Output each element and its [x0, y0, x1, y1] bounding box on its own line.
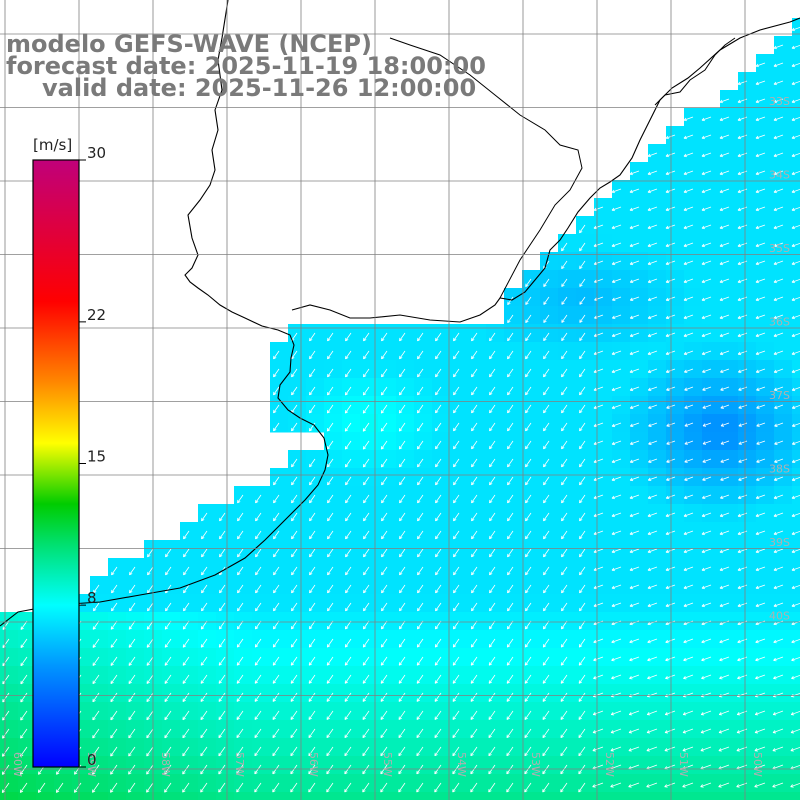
lat-label: 33S [769, 95, 790, 108]
colorbar-tick-label: 8 [87, 589, 97, 607]
river-plate-border [389, 37, 583, 299]
lon-label: 52W [603, 752, 616, 777]
lat-label: 40S [769, 610, 790, 623]
colorbar: [m/s] 30 22 15 8 0 [32, 136, 106, 769]
longitude-labels: 60W 59W 58W 57W 56W 55W 54W 53W 52W 51W 50W [11, 752, 764, 777]
model-title: modelo GEFS-WAVE (NCEP) [6, 30, 372, 58]
lon-label: 60W [11, 752, 24, 777]
colorbar-tick-label: 22 [87, 306, 106, 324]
colorbar-tick-label: 30 [87, 144, 106, 162]
lon-label: 51W [677, 752, 690, 777]
lon-label: 58W [159, 752, 172, 777]
colorbar-ticks: 30 22 15 8 0 [79, 144, 106, 769]
lon-label: 53W [529, 752, 542, 777]
colorbar-gradient [32, 159, 80, 768]
lon-label: 56W [307, 752, 320, 777]
lon-label: 59W [85, 752, 98, 777]
lon-label: 57W [233, 752, 246, 777]
forecast-date: forecast date: 2025-11-19 18:00:00 [6, 52, 486, 80]
lon-label: 54W [455, 752, 468, 777]
valid-date: valid date: 2025-11-26 12:00:00 [42, 74, 477, 102]
colorbar-unit: [m/s] [33, 136, 72, 154]
coastline [0, 0, 329, 627]
lat-label: 39S [769, 536, 790, 549]
lat-label: 35S [769, 242, 790, 255]
colorbar-tick-label: 15 [87, 448, 106, 466]
lagoon-outline [654, 37, 736, 106]
lat-label: 34S [769, 169, 790, 182]
lat-label: 37S [769, 389, 790, 402]
wind-vectors [1, 26, 800, 793]
latitude-labels: 33S 34S 35S 36S 37S 38S 39S 40S [769, 95, 790, 623]
lon-label: 50W [751, 752, 764, 777]
lon-label: 55W [381, 752, 394, 777]
lat-label: 36S [769, 316, 790, 329]
coastline-uruguay-brazil [291, 17, 800, 323]
colorbar-tick-label: 0 [87, 751, 97, 769]
lat-label: 38S [769, 463, 790, 476]
